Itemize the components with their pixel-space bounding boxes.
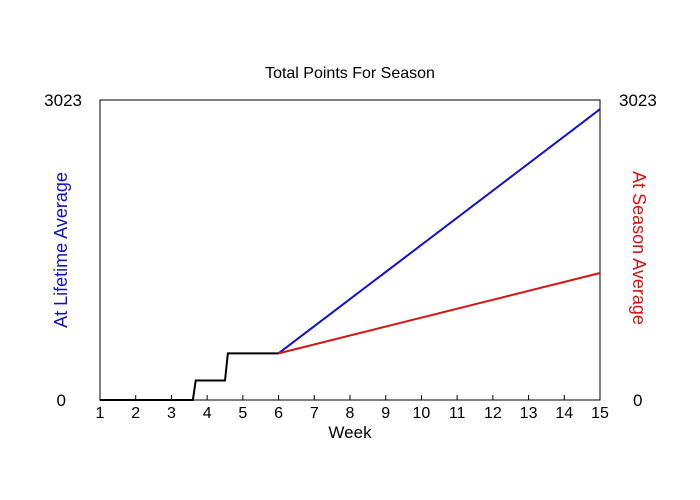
x-tick-label: 2 bbox=[131, 405, 140, 422]
x-tick-label: 12 bbox=[484, 405, 502, 422]
x-tick-label: 3 bbox=[167, 405, 176, 422]
x-tick-label: 5 bbox=[238, 405, 247, 422]
x-tick-label: 14 bbox=[555, 405, 573, 422]
y-max-label-right: 3023 bbox=[619, 91, 657, 110]
x-tick-label: 7 bbox=[310, 405, 319, 422]
x-tick-label: 13 bbox=[520, 405, 538, 422]
x-tick-label: 6 bbox=[274, 405, 283, 422]
series-layer bbox=[100, 108, 601, 401]
y-min-label-left: 0 bbox=[57, 391, 66, 410]
series-line-season bbox=[278, 272, 601, 355]
x-tick-label: 1 bbox=[96, 405, 105, 422]
series-line-lifetime bbox=[277, 108, 601, 355]
x-axis-label: Week bbox=[328, 423, 372, 442]
y-max-label-left: 3023 bbox=[44, 91, 82, 110]
x-tick-label: 4 bbox=[203, 405, 212, 422]
plot-area bbox=[99, 99, 601, 401]
y-axis-label-left: At Lifetime Average bbox=[51, 172, 71, 328]
x-tick-label: 8 bbox=[346, 405, 355, 422]
y-axis-label-right: At Season Average bbox=[629, 171, 649, 325]
x-tick-label: 10 bbox=[413, 405, 431, 422]
x-tick-label: 15 bbox=[591, 405, 609, 422]
x-tick-label: 9 bbox=[381, 405, 390, 422]
chart-title: Total Points For Season bbox=[265, 65, 435, 82]
x-axis-ticks: 1 2 3 4 5 6 7 8 9 10 11 12 13 14 15 bbox=[96, 395, 609, 422]
series-line-actual bbox=[100, 352, 279, 401]
x-tick-label: 11 bbox=[449, 405, 466, 422]
y-min-label-right: 0 bbox=[633, 391, 642, 410]
